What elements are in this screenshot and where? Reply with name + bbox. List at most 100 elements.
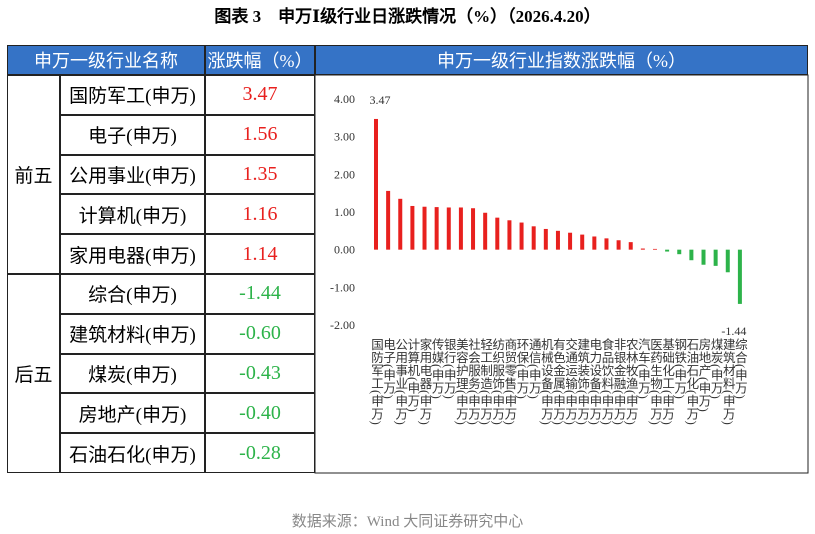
- header-cell: 涨跌幅（%）: [205, 45, 315, 75]
- bar: [434, 207, 439, 250]
- x-tick-label: 通信(申万): [527, 338, 541, 399]
- bar: [543, 228, 548, 250]
- change-value: -0.40: [205, 393, 315, 434]
- change-value: 1.56: [205, 114, 315, 155]
- x-tick-label: 家用电器(申万): [418, 337, 432, 425]
- bar: [652, 248, 657, 250]
- header-cell: 申万一级行业名称: [7, 45, 205, 75]
- bar: [398, 198, 403, 250]
- change-value: 3.47: [205, 75, 315, 115]
- x-tick-label: 轻工制造(申万): [478, 338, 492, 425]
- bar: [483, 212, 488, 250]
- change-value: -0.43: [205, 353, 315, 394]
- industry-name: 石油石化(申万): [60, 433, 205, 473]
- bar: [701, 249, 706, 265]
- bar: [507, 220, 512, 250]
- x-tick-label: 房地产(申万): [697, 337, 711, 412]
- industry-name: 国防军工(申万): [60, 75, 205, 115]
- bar: [568, 232, 573, 250]
- source: 数据来源：Wind 大同证券研究中心: [291, 514, 524, 530]
- industry-name: 公用事业(申万): [60, 154, 205, 195]
- bar: [628, 242, 633, 250]
- y-tick-label: 2.00: [334, 167, 355, 181]
- x-tick-label: 农林牧渔(申万): [624, 338, 638, 425]
- industry-name: 煤炭(申万): [60, 353, 205, 394]
- x-tick-label: 基础化工(申万): [660, 338, 674, 425]
- data-label: -1.44: [721, 324, 746, 338]
- bar: [580, 234, 585, 250]
- x-tick-label: 传媒(申万): [430, 337, 444, 399]
- bar: [737, 249, 742, 304]
- bar: [519, 222, 524, 250]
- x-tick-label: 计算机(申万): [405, 338, 419, 412]
- x-tick-label: 食品饮料(申万): [599, 337, 613, 425]
- header-cell: 申万一级行业指数涨跌幅（%）: [315, 45, 808, 75]
- industry-name: 综合(申万): [60, 274, 205, 314]
- bar: [665, 249, 670, 252]
- y-tick-label: 1.00: [334, 205, 355, 219]
- change-value: 1.35: [205, 154, 315, 195]
- bar: [458, 207, 463, 250]
- x-tick-label: 电力设备(申万): [587, 338, 601, 425]
- bar: [422, 206, 427, 250]
- x-tick-label: 交通运输(申万): [563, 337, 577, 425]
- x-tick-label: 纺织服饰(申万): [490, 338, 504, 425]
- data-label: 3.47: [370, 93, 391, 107]
- change-value: -1.44: [205, 274, 315, 314]
- x-tick-label: 银行(申万): [442, 338, 456, 399]
- bar: [386, 190, 391, 250]
- bar: [689, 249, 694, 261]
- industry-name: 计算机(申万): [60, 194, 205, 235]
- x-tick-label: 国防军工(申万): [369, 338, 383, 425]
- bar: [446, 207, 451, 250]
- x-tick-label: 环保(申万): [515, 338, 529, 399]
- bar: [592, 236, 597, 250]
- x-tick-label: 钢铁(申万): [672, 338, 686, 399]
- x-tick-label: 医药生物(申万): [648, 338, 662, 425]
- y-tick-label: -1.00: [330, 280, 355, 294]
- change-value: 1.16: [205, 194, 315, 235]
- title: 图表 3 申万Ⅰ级行业日涨跌情况（%）（2026.4.20）: [214, 7, 601, 26]
- x-tick-label: 非银金融(申万): [612, 338, 626, 425]
- bar: [471, 208, 476, 250]
- x-tick-label: 汽车(申万): [636, 337, 650, 399]
- x-tick-label: 公用事业(申万): [393, 338, 407, 425]
- bar: [713, 249, 718, 266]
- y-tick-label: 0.00: [334, 243, 355, 257]
- y-tick-label: -2.00: [330, 318, 355, 332]
- x-tick-label: 综合(申万): [733, 338, 747, 399]
- industry-name: 电子(申万): [60, 114, 205, 155]
- x-tick-label: 建筑装饰(申万): [575, 338, 589, 425]
- y-tick-label: 4.00: [334, 92, 355, 106]
- change-value: 1.14: [205, 234, 315, 274]
- change-value: -0.60: [205, 313, 315, 354]
- x-tick-label: 石油石化(申万): [684, 338, 698, 425]
- industry-name: 建筑材料(申万): [60, 313, 205, 354]
- group-label: 前五: [7, 75, 60, 274]
- bar: [410, 205, 415, 250]
- x-tick-label: 美容护理(申万): [454, 338, 468, 425]
- x-tick-label: 煤炭(申万): [709, 338, 723, 399]
- bar: [640, 248, 645, 250]
- bar: [374, 118, 378, 250]
- x-tick-label: 商贸零售(申万): [502, 337, 516, 425]
- bar: [725, 249, 730, 273]
- x-tick-label: 社会服务(申万): [466, 337, 480, 425]
- x-tick-label: 电子(申万): [381, 338, 395, 399]
- chart-frame: [314, 74, 809, 474]
- y-tick-label: 3.00: [334, 130, 355, 144]
- change-value: -0.28: [205, 433, 315, 473]
- bar: [531, 226, 536, 250]
- bar: [604, 238, 609, 250]
- bar: [616, 240, 621, 250]
- bar: [555, 230, 560, 250]
- x-tick-label: 有色金属(申万): [551, 338, 565, 425]
- bar: [495, 217, 500, 250]
- industry-name: 家用电器(申万): [60, 234, 205, 274]
- bar: [677, 249, 682, 255]
- x-tick-label: 机械设备(申万): [539, 338, 553, 425]
- x-tick-label: 建筑材料(申万): [721, 338, 735, 425]
- industry-name: 房地产(申万): [60, 393, 205, 434]
